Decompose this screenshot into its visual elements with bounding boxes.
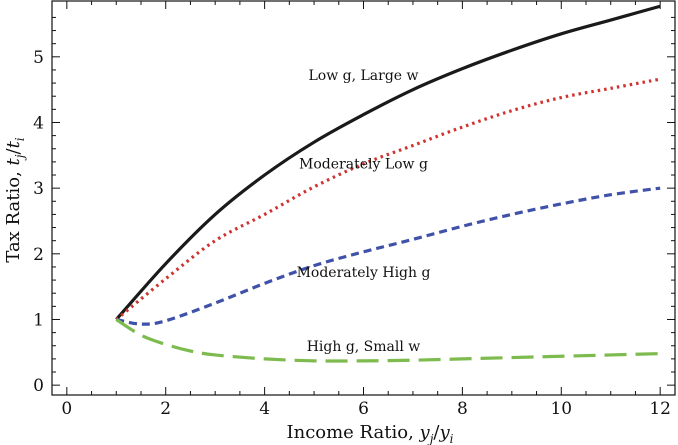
- x-tick-label: 4: [259, 399, 270, 419]
- annotation-3: Moderately High g: [297, 265, 431, 281]
- x-tick-label: 6: [358, 399, 369, 419]
- y-tick-label: 1: [33, 310, 44, 330]
- x-tick-label: 12: [649, 399, 671, 419]
- series-lines: [115, 4, 661, 363]
- y-tick-label: 3: [33, 179, 44, 199]
- x-tick-label: 0: [61, 399, 72, 419]
- annotation-2: Moderately Low g: [299, 156, 428, 172]
- y-tick-label: 2: [33, 245, 44, 265]
- x-tick-label: 8: [457, 399, 468, 419]
- x-tick-label: 10: [550, 399, 572, 419]
- axis-ticks: [52, 1, 675, 395]
- annotation-4: High g, Small w: [307, 339, 421, 355]
- y-tick-label: 4: [33, 113, 44, 133]
- y-tick-label: 5: [33, 48, 44, 68]
- x-tick-label: 2: [160, 399, 171, 419]
- series-line-1: [115, 4, 661, 321]
- y-tick-label: 0: [33, 376, 44, 396]
- x-axis-title: Income Ratio, yj/yi: [286, 422, 453, 445]
- series-annotations: Low g, Large w Moderately Low g Moderately…: [297, 68, 431, 355]
- annotation-1: Low g, Large w: [308, 68, 418, 84]
- y-axis-title: Tax Ratio, tj/ti: [3, 137, 27, 262]
- series-line-3: [115, 186, 661, 326]
- series-line-4: [115, 318, 661, 363]
